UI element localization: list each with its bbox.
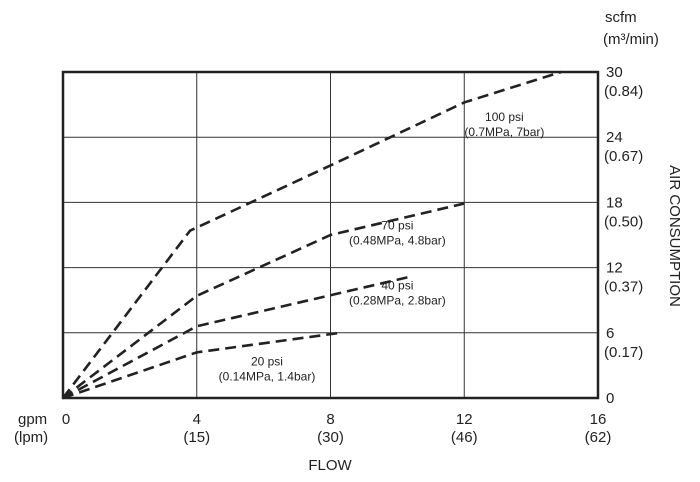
series-line-20-psi	[62, 331, 341, 400]
series-line-100-psi	[61, 70, 562, 399]
x-tick-label: 8	[326, 411, 334, 428]
plot-frame	[61, 70, 600, 400]
y-unit-label: scfm	[605, 9, 637, 26]
series-detail-label: (0.28MPa, 2.8bar)	[349, 293, 446, 307]
series-detail-label: (0.48MPa, 4.8bar)	[349, 234, 446, 248]
y-tick-label: 0	[606, 390, 614, 407]
series-labels: 100 psi(0.7MPa, 7bar) 70 psi(0.48MPa, 4.8…	[219, 110, 545, 383]
y-tick-label: 18	[606, 194, 623, 211]
x-tick-label: 0	[62, 411, 70, 428]
y-axis-title: AIR CONSUMPTION	[666, 165, 683, 307]
y-tick-alt-label: (0.17)	[604, 344, 643, 361]
grid	[61, 70, 600, 400]
y-tick-label: 30	[606, 64, 623, 81]
x-tick-alt-label: (46)	[451, 429, 478, 446]
series-label: 40 psi	[381, 278, 413, 292]
x-axis-title: FLOW	[308, 457, 352, 474]
x-tick-label: 4	[193, 411, 201, 428]
y-tick-alt-label: (0.37)	[604, 279, 643, 296]
x-tick-label: 12	[456, 411, 473, 428]
x-tick-label: 16	[590, 411, 607, 428]
series-lines	[61, 70, 562, 400]
series-label: 70 psi	[381, 219, 413, 233]
y-tick-label: 24	[606, 129, 623, 146]
series-detail-label: (0.7MPa, 7bar)	[464, 125, 544, 139]
y-unit-alt-label: (m³/min)	[603, 31, 659, 48]
series-line-70-psi	[62, 202, 465, 400]
series-label: 100 psi	[485, 110, 524, 124]
x-tick-alt-label: (62)	[585, 429, 612, 446]
y-tick-alt-label: (0.84)	[604, 83, 643, 100]
y-tick-label: 12	[606, 260, 623, 277]
y-tick-label: 6	[606, 325, 614, 342]
series-detail-label: (0.14MPa, 1.4bar)	[219, 369, 316, 383]
x-unit-label: gpm	[18, 411, 47, 428]
y-tick-alt-label: (0.50)	[604, 213, 643, 230]
tick-labels: 0 4(15)8(30)12(46)16(62)06(0.17)12(0.37)1…	[62, 64, 643, 446]
series-line-40-psi	[62, 276, 408, 400]
y-tick-alt-label: (0.67)	[604, 148, 643, 165]
x-tick-alt-label: (30)	[317, 429, 344, 446]
x-unit-alt-label: (lpm)	[14, 429, 48, 446]
x-tick-alt-label: (15)	[183, 429, 210, 446]
series-label: 20 psi	[251, 354, 283, 368]
